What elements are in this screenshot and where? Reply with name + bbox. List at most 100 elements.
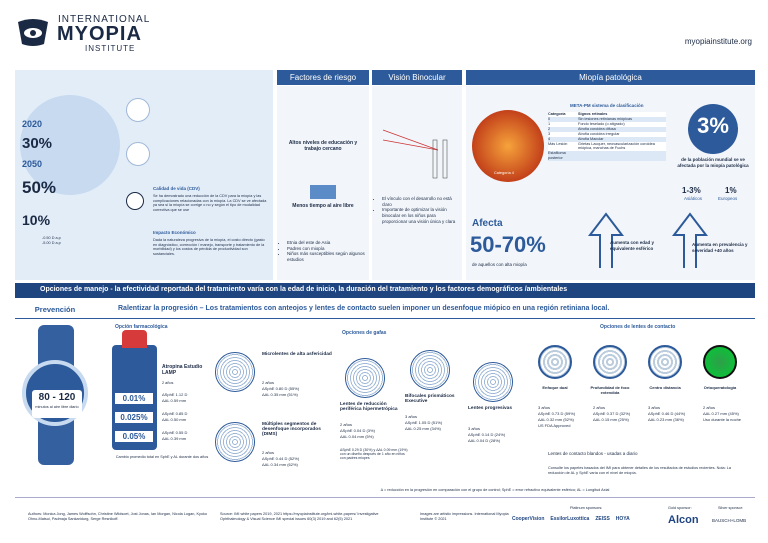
url: myopiainstitute.org: [684, 37, 752, 46]
stat: 80 - 120: [38, 392, 76, 403]
impact-title: Calidad de vida (CDV): [153, 186, 200, 191]
lens-name: Enfoque dual: [542, 385, 568, 390]
value: ΔAL 0.25 mm (34%): [405, 426, 441, 431]
years: 2 años: [340, 422, 353, 427]
table-cell: 3: [548, 131, 551, 136]
lens-name: Ortoqueratología: [703, 385, 737, 390]
table-row: 2 Atrofia coroidea difusa: [548, 126, 666, 132]
table-cell: Categoría: [548, 112, 566, 116]
image-label: Categoría 4: [494, 171, 514, 175]
value: ΔSphE 1.12 D: [162, 392, 188, 397]
table-row: 1 Fondo teselado (o atigrado): [548, 121, 666, 127]
logo-line: INSTITUTE: [85, 44, 136, 53]
years: 2 años: [703, 405, 716, 410]
sun-icon: [310, 185, 336, 199]
year: 2020: [22, 119, 43, 129]
lens-icon: [473, 362, 513, 402]
sponsor-label: Silver sponsor:: [718, 506, 744, 510]
sponsor: HOYA: [615, 516, 630, 522]
value: ΔSphE 1.05 D (51%): [405, 420, 443, 425]
sponsor: EssilorLuxottica: [550, 516, 590, 522]
table-cell: Signos retinales: [578, 112, 608, 116]
contact-lens: [593, 345, 627, 379]
globe: [20, 95, 120, 195]
soft-lens-label: Lentes de contacto blandos - usadas a di…: [548, 451, 638, 456]
value: ΔSphE 0.14 D (24%): [468, 432, 506, 437]
bullet: Etnia del este de Asia: [287, 240, 366, 246]
meta-table: Categoría Signos retinales 0 Sin lesiones r…: [548, 112, 666, 162]
impact-text: Dada la naturaleza progresiva de la miop…: [153, 238, 265, 257]
stat: 3%: [697, 113, 729, 138]
value: ΔAL 0.59 mm: [162, 398, 187, 403]
bullet: El vínculo con el desarrollo no está cla…: [382, 196, 460, 207]
stat: 10%: [22, 212, 51, 228]
sponsor-label: Platinum sponsors:: [570, 506, 603, 510]
panel: [277, 86, 369, 280]
sponsors: CooperVision EssilorLuxottica ZEISS HOYA: [512, 516, 662, 522]
affects-title: Afecta: [472, 218, 503, 229]
years: 3 años: [468, 426, 481, 431]
banner: Opciones de manejo - la efectividad repo…: [15, 283, 755, 298]
table-cell: Atrofia Macular: [578, 136, 604, 141]
table-row: 3 Atrofia coroidea irregular: [548, 131, 666, 137]
lens-name: Múltiples segmentos de desenfoque incorp…: [262, 422, 321, 437]
footnote: Δ = reducción en la progresión en compar…: [380, 488, 610, 492]
years: 2 años: [262, 380, 275, 385]
years: 2 años: [262, 450, 275, 455]
note: Cambio promedio total en SphE y AL duran…: [115, 455, 209, 459]
risk-item: Menos tiempo al aire libre: [292, 203, 354, 209]
table-row: Categoría Signos retinales: [548, 112, 666, 117]
stat-label: Asiáticos: [684, 196, 703, 201]
bullet: Niños más susceptibles según algunos est…: [287, 251, 366, 262]
table-row: 4 Atrofia Macular: [548, 136, 666, 142]
table-cell: Fondo teselado (o atigrado): [578, 121, 625, 126]
dose: 0.01%: [115, 393, 153, 404]
fundus-image: [472, 110, 544, 182]
sponsor-label: Gold sponsor:: [668, 506, 692, 510]
table-cell: Atrofia coroidea irregular: [578, 131, 620, 136]
contact-lens: [703, 345, 737, 379]
table-cell: Estafiloma posterior: [548, 151, 566, 161]
lens-icon: [215, 352, 255, 392]
dose: 0.025%: [115, 412, 153, 423]
bullet: Padres con miopía: [287, 246, 366, 252]
table-cell: 0: [548, 116, 551, 121]
sponsor: ZEISS: [595, 516, 610, 522]
arrow: [671, 212, 709, 268]
value: ΔAL 0.15 mm (25%): [593, 417, 629, 422]
value: ΔSphE 0.46 D (44%): [648, 411, 686, 416]
icon: [126, 98, 150, 122]
icon: [126, 142, 150, 166]
badge: [688, 104, 738, 154]
table-cell: Sin lesiones retinianas miópicas: [578, 116, 633, 121]
stat: 1-3%: [682, 186, 701, 195]
lens-icon: [345, 358, 385, 398]
value: ΔAL 0.39 mm: [162, 436, 187, 441]
section-header: Miopía patológica: [466, 70, 755, 85]
risk-item: Altos niveles de educación y trabajo cer…: [288, 140, 358, 153]
table-cell: 1: [548, 121, 551, 126]
logo-line: MYOPIA: [57, 23, 142, 45]
lens-name: Microlentes de alta asfericidad: [262, 352, 332, 357]
slowing-title: Ralentizar la progresión – Los tratamien…: [118, 305, 610, 312]
bullet: Importante de optimizar la visión binocu…: [382, 207, 460, 224]
logo-icon: [18, 19, 48, 46]
dose-row: 0.025% ΔSphE 0.85 D ΔAL 0.50 mm: [112, 409, 212, 428]
spectacle-options: Microlentes de alta asfericidad 2 años ΔSp…: [210, 340, 530, 485]
affects-value: 50-70%: [470, 232, 546, 257]
divider: [15, 497, 755, 498]
contact-options: Enfoque dual 3 años ΔSphE 0.73 D (59%) ΔAL …: [530, 345, 755, 445]
value: ΔSphE 0.73 D (59%): [538, 411, 576, 416]
value: US FDA Approved: [538, 423, 571, 428]
value: ΔSphE 0.04 D (3%): [340, 428, 375, 433]
pharma-rows: 0.01% ΔSphE 1.12 D ΔAL 0.59 mm 0.025% ΔSphE …: [112, 390, 212, 447]
dose: 0.05%: [115, 431, 153, 442]
arrow: [587, 212, 625, 268]
eye-drawing: [382, 129, 448, 179]
value: ΔAL 0.04 mm (5%): [340, 434, 374, 439]
stat-label: Europeos: [718, 196, 738, 201]
legend: -0.50 D a.p: [42, 236, 61, 240]
contact-lens: [648, 345, 682, 379]
years: 3 años: [648, 405, 661, 410]
value: ΔAL 0.32 mm (52%): [538, 417, 574, 422]
